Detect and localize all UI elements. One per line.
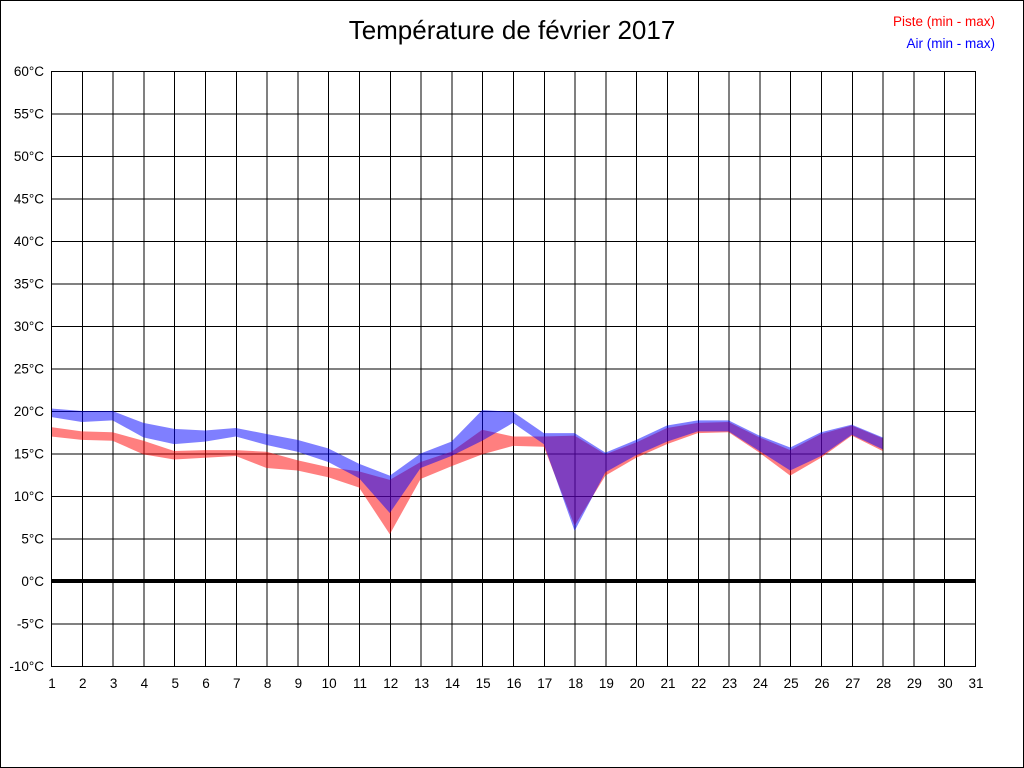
y-tick-label: 60°C (14, 64, 44, 79)
x-tick-label: 21 (660, 676, 675, 691)
x-tick-label: 18 (568, 676, 583, 691)
y-tick-label: 55°C (14, 107, 44, 122)
chart-title: Température de février 2017 (348, 15, 676, 45)
x-tick-label: 20 (630, 676, 645, 691)
x-tick-label: 7 (233, 676, 241, 691)
x-tick-label: 23 (722, 676, 737, 691)
y-tick-label: 15°C (14, 447, 44, 462)
y-tick-label: 40°C (14, 234, 44, 249)
legend-piste: Piste (min - max) (892, 14, 995, 29)
x-axis-labels: 1 2 3 4 5 6 7 8 9 10 11 12 13 14 15 16 17 18 19 20 21 22 23 24 2… (48, 676, 983, 691)
y-tick-label: 50°C (14, 149, 44, 164)
x-tick-label: 29 (907, 676, 922, 691)
x-tick-label: 19 (599, 676, 614, 691)
x-tick-label: 8 (264, 676, 272, 691)
y-tick-label: 5°C (21, 532, 44, 547)
x-tick-label: 26 (814, 676, 829, 691)
x-tick-label: 17 (537, 676, 552, 691)
x-tick-label: 25 (784, 676, 799, 691)
y-tick-label: 0°C (21, 574, 44, 589)
x-tick-label: 5 (171, 676, 179, 691)
x-tick-label: 22 (691, 676, 706, 691)
x-tick-label: 3 (110, 676, 118, 691)
x-tick-label: 30 (938, 676, 953, 691)
y-tick-label: 25°C (14, 362, 44, 377)
x-tick-label: 12 (383, 676, 398, 691)
chart-legend: Piste (min - max) Air (min - max) (893, 11, 995, 55)
x-tick-label: 11 (353, 676, 367, 691)
x-tick-label: 1 (48, 676, 56, 691)
y-tick-label: 35°C (14, 277, 44, 292)
y-tick-label: 10°C (14, 489, 44, 504)
x-tick-label: 14 (445, 676, 461, 691)
x-tick-label: 4 (141, 676, 149, 691)
air-band (51, 408, 883, 531)
y-tick-label: -5°C (17, 617, 44, 632)
y-axis-labels: 60°C 55°C 50°C 45°C 40°C 35°C 30°C 25°C 20°C 15°C… (9, 64, 44, 674)
x-tick-label: 13 (414, 676, 429, 691)
x-tick-label: 10 (322, 676, 337, 691)
x-tick-label: 9 (295, 676, 303, 691)
x-tick-label: 28 (876, 676, 891, 691)
x-tick-label: 16 (506, 676, 521, 691)
y-tick-label: -10°C (9, 659, 44, 674)
y-tick-label: 20°C (14, 404, 44, 419)
x-tick-label: 27 (845, 676, 860, 691)
y-tick-label: 30°C (14, 319, 44, 334)
y-tick-label: 45°C (14, 192, 44, 207)
gridlines (51, 71, 976, 667)
plot-border (51, 71, 976, 667)
x-tick-label: 2 (79, 676, 87, 691)
legend-air: Air (min - max) (906, 36, 996, 51)
x-tick-label: 6 (202, 676, 210, 691)
x-tick-label: 24 (753, 676, 769, 691)
x-tick-label: 31 (968, 676, 983, 691)
x-tick-label: 15 (476, 676, 491, 691)
